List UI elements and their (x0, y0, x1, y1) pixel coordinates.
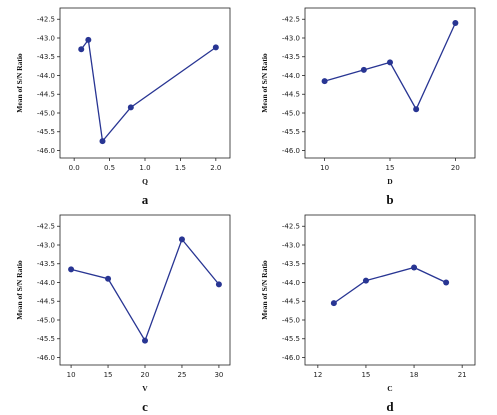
data-point (142, 337, 148, 344)
x-tick-label: 1.0 (139, 164, 150, 172)
chart-panel-d: -42.5 -43.0 -43.5 -44.0 -44.5 -45.0 -45.5 -46.0… (260, 214, 476, 414)
x-tick-label: 12 (313, 371, 322, 379)
x-tick-label: 18 (410, 371, 419, 379)
data-point (215, 281, 222, 288)
y-tick-label: -43.5 (37, 260, 55, 268)
y-tick-label: -45.5 (282, 128, 300, 136)
panel-label: c (142, 399, 148, 414)
data-point (178, 236, 185, 243)
y-tick-label: -43.0 (37, 34, 55, 42)
y-tick-label: -42.5 (37, 16, 55, 24)
data-point (99, 138, 106, 145)
data-point (85, 36, 92, 43)
y-tick-label: -45.5 (282, 335, 300, 343)
y-tick-label: -46.0 (282, 147, 300, 155)
data-point (105, 275, 112, 282)
x-axis-label: C (387, 384, 392, 393)
series-line (70, 238, 220, 343)
y-tick-label: -45.5 (37, 335, 55, 343)
x-tick-label: 20 (141, 371, 150, 379)
x-tick-label: 15 (386, 164, 395, 172)
y-tick-label: -43.0 (282, 241, 300, 249)
x-tick-label: 1.5 (175, 164, 186, 172)
y-tick-label: -42.5 (282, 223, 300, 231)
x-tick-label: 0.5 (104, 164, 115, 172)
y-axis-label: Mean of S/N Ratio (15, 260, 24, 320)
x-tick-label: 25 (177, 371, 186, 379)
y-tick-label: -45.5 (37, 128, 55, 136)
y-tick-label: -46.0 (37, 354, 55, 362)
data-point (387, 59, 393, 66)
y-tick-label: -44.0 (282, 279, 300, 287)
data-point (360, 66, 367, 73)
plot-frame (304, 7, 476, 159)
y-tick-label: -43.5 (37, 53, 55, 61)
data-point (78, 46, 85, 53)
x-tick-label: 2.0 (210, 164, 221, 172)
y-axis-label: Mean of S/N Ratio (15, 53, 24, 113)
y-axis-label: Mean of S/N Ratio (260, 53, 269, 113)
x-tick-label: 15 (104, 371, 113, 379)
data-point (330, 300, 337, 307)
y-axis-label: Mean of S/N Ratio (260, 260, 269, 320)
y-tick-label: -44.5 (282, 298, 300, 306)
y-tick-label: -43.5 (282, 260, 300, 268)
y-tick-label: -45.0 (37, 316, 55, 324)
series-line (333, 266, 447, 304)
y-tick-label: -43.0 (282, 34, 300, 42)
panel-label: b (386, 192, 393, 207)
y-tick-label: -43.5 (282, 53, 300, 61)
series-line (80, 38, 217, 143)
x-tick-label: 10 (67, 371, 76, 379)
data-point (411, 264, 418, 271)
data-point (127, 104, 134, 111)
data-point (321, 78, 328, 85)
y-tick-label: -44.0 (37, 279, 55, 287)
data-point (413, 106, 420, 113)
panel-label: d (386, 399, 394, 414)
y-tick-label: -46.0 (282, 354, 300, 362)
chart-panel-c: -42.5 -43.0 -43.5 -44.0 -44.5 -45.0 -45.5 -46.0… (15, 214, 231, 414)
x-axis-label: Q (142, 177, 148, 186)
series-line (324, 22, 456, 111)
data-point (452, 20, 459, 26)
data-point (443, 279, 450, 286)
data-point (68, 266, 75, 273)
y-tick-label: -46.0 (37, 147, 55, 155)
data-point (362, 277, 369, 284)
x-axis-label: D (387, 177, 393, 186)
y-tick-label: -43.0 (37, 241, 55, 249)
plot-frame (59, 7, 231, 159)
panel-label: a (142, 192, 149, 207)
y-tick-label: -45.0 (282, 109, 300, 117)
y-tick-label: -45.0 (282, 316, 300, 324)
y-tick-label: -42.5 (282, 16, 300, 24)
x-tick-label: 10 (320, 164, 329, 172)
x-tick-label: 20 (451, 164, 460, 172)
y-tick-label: -44.5 (37, 298, 55, 306)
x-tick-label: 30 (214, 371, 223, 379)
x-tick-label: 21 (458, 371, 467, 379)
data-point (212, 44, 219, 51)
y-tick-label: -42.5 (37, 223, 55, 231)
y-tick-label: -44.5 (37, 91, 55, 99)
y-tick-label: -44.5 (282, 91, 300, 99)
x-tick-label: 0.0 (69, 164, 80, 172)
chart-panel-a: -42.5 -43.0 -43.5 -44.0 -44.5 -45.0 -45.5 -46.0… (15, 7, 231, 207)
x-axis-label: V (142, 384, 148, 393)
y-tick-label: -44.0 (37, 72, 55, 80)
y-tick-label: -44.0 (282, 72, 300, 80)
y-tick-label: -45.0 (37, 109, 55, 117)
chart-panel-b: -42.5 -43.0 -43.5 -44.0 -44.5 -45.0 -45.5 -46.0… (260, 7, 476, 207)
x-tick-label: 15 (361, 371, 370, 379)
plot-frame (304, 214, 476, 366)
